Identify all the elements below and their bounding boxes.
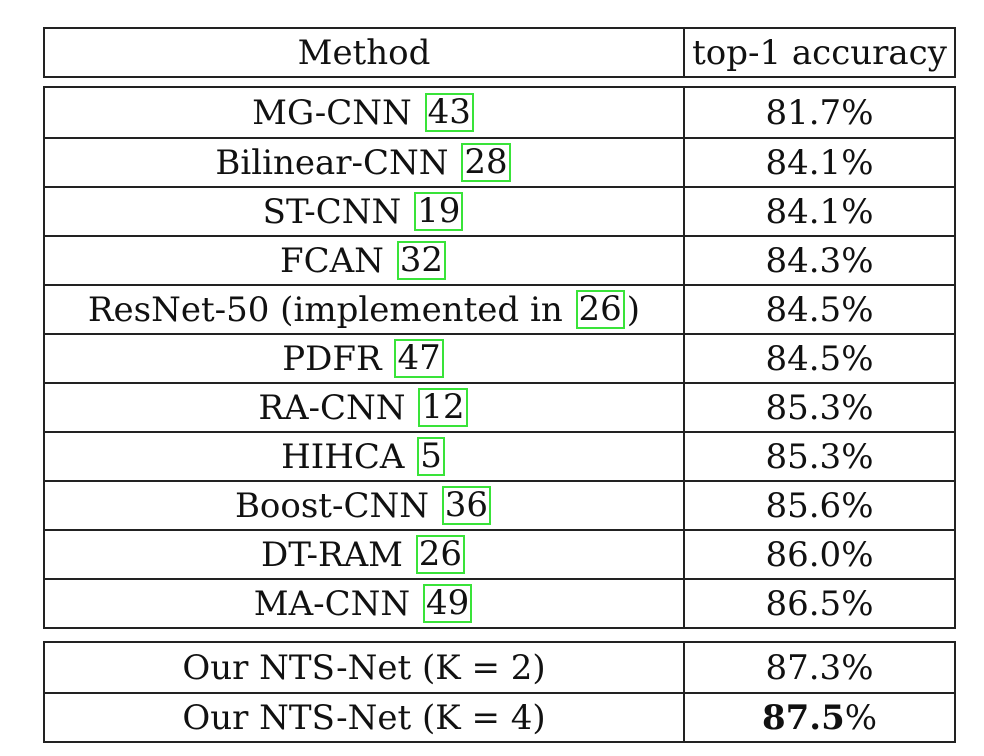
results-table: MG-CNN 43 81.7% Bilinear-CNN 28 84.1% ST-CNN… [43, 86, 956, 629]
method-name: ResNet-50 (implemented in [87, 289, 574, 330]
method-cell: Our NTS-Net (K = 4) [45, 694, 685, 741]
citation-link[interactable]: 19 [414, 192, 464, 231]
method-name: FCAN [280, 240, 395, 281]
method-cell: MG-CNN 43 [45, 88, 685, 137]
header-row: Method top-1 accuracy [45, 29, 954, 76]
percent-sign: % [844, 697, 878, 738]
accuracy-cell: 84.1% [765, 142, 874, 183]
method-cell: Bilinear-CNN 28 [45, 139, 685, 186]
accuracy-cell: 84.1% [765, 191, 874, 232]
best-accuracy-value: 87.5 [761, 697, 845, 738]
method-cell: HIHCA 5 [45, 433, 685, 480]
method-name: MG-CNN [252, 92, 423, 133]
citation-link[interactable]: 5 [417, 437, 445, 476]
table-row: MA-CNN 49 86.5% [45, 578, 954, 627]
method-cell: PDFR 47 [45, 335, 685, 382]
table-row: FCAN 32 84.3% [45, 235, 954, 284]
accuracy-cell: 86.5% [765, 583, 874, 624]
citation-link[interactable]: 36 [441, 486, 492, 525]
method-name: PDFR [282, 338, 393, 379]
method-name: MA-CNN [253, 583, 421, 624]
method-name: Bilinear-CNN [215, 142, 460, 183]
method-suffix: ) [626, 289, 641, 330]
accuracy-cell: 85.6% [765, 485, 874, 526]
method-cell: ResNet-50 (implemented in 26) [45, 286, 685, 333]
citation-link[interactable]: 49 [422, 584, 473, 623]
table-row: Our NTS-Net (K = 2) 87.3% [45, 643, 954, 692]
accuracy-cell: 86.0% [765, 534, 874, 575]
citation-link[interactable]: 32 [396, 241, 446, 280]
method-cell: MA-CNN 49 [45, 580, 685, 627]
table-row: ResNet-50 (implemented in 26) 84.5% [45, 284, 954, 333]
method-header: Method [45, 29, 685, 76]
table-row: Boost-CNN 36 85.6% [45, 480, 954, 529]
method-cell: Our NTS-Net (K = 2) [45, 643, 685, 692]
table-row: Our NTS-Net (K = 4) 87.5% [45, 692, 954, 741]
accuracy-cell: 87.3% [765, 647, 874, 688]
citation-link[interactable]: 26 [575, 290, 625, 329]
method-name: ST-CNN [262, 191, 413, 232]
method-cell: RA-CNN 12 [45, 384, 685, 431]
accuracy-cell: 87.5% [685, 694, 954, 741]
accuracy-cell: 81.7% [765, 92, 874, 133]
table-row: DT-RAM 26 86.0% [45, 529, 954, 578]
header-table: Method top-1 accuracy [43, 27, 956, 78]
accuracy-cell: 84.3% [765, 240, 874, 281]
table-row: HIHCA 5 85.3% [45, 431, 954, 480]
table-row: Bilinear-CNN 28 84.1% [45, 137, 954, 186]
table-row: PDFR 47 84.5% [45, 333, 954, 382]
citation-link[interactable]: 28 [461, 143, 511, 182]
method-name: DT-RAM [260, 534, 414, 575]
method-name: Boost-CNN [234, 485, 440, 526]
method-cell: DT-RAM 26 [45, 531, 685, 578]
table-row: MG-CNN 43 81.7% [45, 88, 954, 137]
method-cell: FCAN 32 [45, 237, 685, 284]
accuracy-cell: 84.5% [765, 338, 874, 379]
method-cell: Boost-CNN 36 [45, 482, 685, 529]
method-name: RA-CNN [258, 387, 417, 428]
citation-link[interactable]: 12 [418, 388, 468, 427]
citation-link[interactable]: 47 [394, 339, 444, 378]
citation-link[interactable]: 43 [424, 93, 474, 132]
accuracy-cell: 85.3% [765, 436, 874, 477]
accuracy-cell: 85.3% [765, 387, 874, 428]
table-row: ST-CNN 19 84.1% [45, 186, 954, 235]
method-name: HIHCA [281, 436, 416, 477]
table-row: RA-CNN 12 85.3% [45, 382, 954, 431]
accuracy-cell: 84.5% [765, 289, 874, 330]
method-cell: ST-CNN 19 [45, 188, 685, 235]
accuracy-header: top-1 accuracy [692, 32, 947, 73]
ours-table: Our NTS-Net (K = 2) 87.3% Our NTS-Net (K… [43, 641, 956, 743]
citation-link[interactable]: 26 [415, 535, 466, 574]
